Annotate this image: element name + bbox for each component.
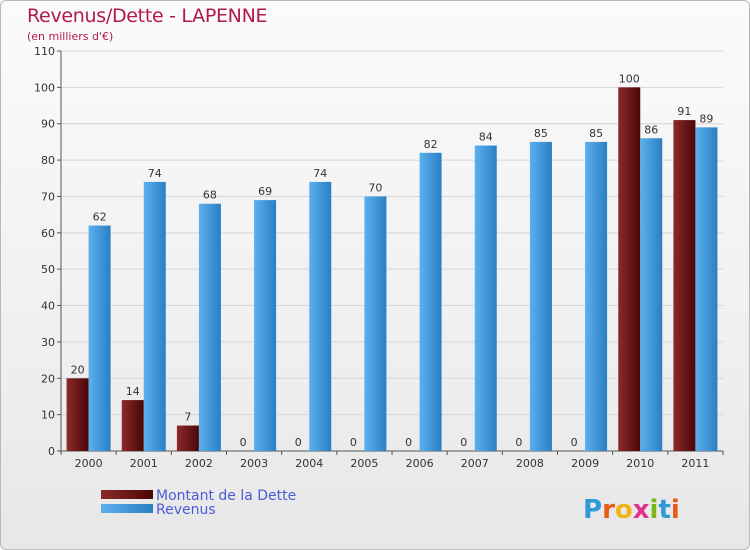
data-label-revenus: 70	[368, 181, 382, 194]
data-label-revenus: 85	[589, 127, 603, 140]
bar-dette	[176, 425, 199, 451]
bar-dette	[618, 87, 641, 451]
data-label-dette: 0	[460, 436, 467, 449]
y-tick-label: 10	[41, 409, 55, 422]
legend-swatch	[101, 504, 153, 513]
y-tick-label: 70	[41, 190, 55, 203]
x-tick-label: 2007	[461, 457, 489, 470]
data-label-revenus: 62	[93, 211, 107, 224]
y-tick-label: 0	[48, 445, 55, 458]
data-label-revenus: 86	[644, 123, 658, 136]
bar-revenus	[364, 196, 387, 451]
data-label-dette: 20	[71, 363, 85, 376]
bar-revenus	[529, 141, 552, 451]
x-tick-label: 2001	[130, 457, 158, 470]
data-label-revenus: 84	[479, 131, 493, 144]
x-tick-label: 2009	[571, 457, 599, 470]
data-label-dette: 0	[571, 436, 578, 449]
data-label-revenus: 85	[534, 127, 548, 140]
legend-label: Montant de la Dette	[156, 488, 296, 504]
grid	[61, 50, 723, 416]
bar-dette	[121, 400, 144, 451]
data-label-dette: 14	[126, 385, 140, 398]
chart-title: Revenus/Dette - LAPENNE	[27, 5, 268, 27]
bar-revenus	[695, 127, 718, 451]
data-label-dette: 0	[240, 436, 247, 449]
bar-dette	[66, 378, 89, 451]
data-label-revenus: 69	[258, 185, 272, 198]
data-label-dette: 91	[677, 105, 691, 118]
data-label-dette: 0	[515, 436, 522, 449]
y-tick-label: 80	[41, 154, 55, 167]
legend-swatch	[101, 490, 153, 499]
x-tick-label: 2002	[185, 457, 213, 470]
data-label-dette: 100	[619, 72, 640, 85]
proxiti-logo: Proxiti	[583, 495, 680, 525]
x-tick-label: 2008	[516, 457, 544, 470]
data-label-revenus: 74	[148, 167, 162, 180]
bar-revenus	[640, 138, 663, 452]
bar-revenus	[143, 181, 166, 451]
y-tick-label: 50	[41, 263, 55, 276]
data-label-revenus: 82	[424, 138, 438, 151]
y-tick-label: 100	[34, 81, 55, 94]
bars	[66, 87, 718, 452]
data-label-revenus: 89	[699, 112, 713, 125]
x-tick-label: 2003	[240, 457, 268, 470]
data-label-dette: 0	[405, 436, 412, 449]
bar-revenus	[419, 152, 442, 451]
x-tick-label: 2004	[295, 457, 323, 470]
data-label-dette: 7	[184, 411, 191, 424]
y-tick-label: 40	[41, 300, 55, 313]
logo-text: Proxiti	[583, 495, 680, 525]
x-tick-label: 2010	[626, 457, 654, 470]
bar-revenus	[474, 145, 497, 451]
y-tick-label: 90	[41, 118, 55, 131]
x-tick-label: 2005	[350, 457, 378, 470]
bar-revenus	[88, 225, 111, 451]
data-label-dette: 0	[295, 436, 302, 449]
bar-dette	[673, 120, 696, 451]
data-label-dette: 0	[350, 436, 357, 449]
y-tick-label: 110	[34, 45, 55, 58]
bar-revenus	[254, 200, 277, 451]
legend-label: Revenus	[156, 502, 216, 518]
y-tick-label: 60	[41, 227, 55, 240]
data-labels: 20 62 14 74 7 68 0 69 0 74 0 70 0 82 0 84 0 85 0 85 100 86 91 8…	[71, 72, 714, 449]
bar-revenus	[309, 181, 332, 451]
data-label-revenus: 74	[313, 167, 327, 180]
data-label-revenus: 68	[203, 189, 217, 202]
x-tick-label: 2006	[406, 457, 434, 470]
chart-subtitle: (en milliers d'€)	[27, 30, 114, 43]
y-tick-label: 30	[41, 336, 55, 349]
bar-revenus	[198, 203, 221, 451]
x-tick-label: 2000	[75, 457, 103, 470]
x-tick-label: 2011	[681, 457, 709, 470]
bar-revenus	[585, 141, 608, 451]
y-tick-label: 20	[41, 372, 55, 385]
